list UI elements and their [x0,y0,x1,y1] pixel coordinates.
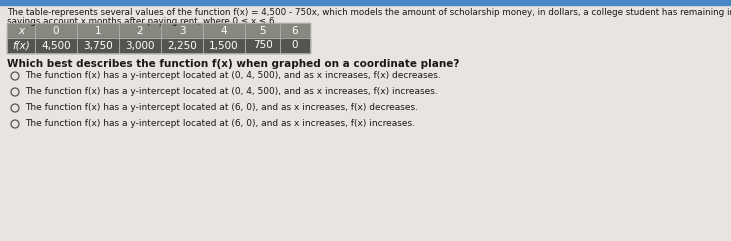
Text: 2: 2 [137,26,143,35]
Text: 4: 4 [221,26,227,35]
Text: savings account x months after paying rent, where 0 ≤ x ≤ 6.: savings account x months after paying re… [7,17,277,26]
Text: 3,000: 3,000 [125,40,155,51]
Text: The function f(x) has a y-intercept located at (6, 0), and as x increases, f(x) : The function f(x) has a y-intercept loca… [25,103,418,113]
Text: 4,500: 4,500 [41,40,71,51]
Bar [0,0,731,5]
Text: 1: 1 [95,26,102,35]
Text: The function f(x) has a y-intercept located at (0, 4, 500), and as x increases, : The function f(x) has a y-intercept loca… [25,87,438,96]
Bar [7,38,310,53]
Text: The table-represents several values of the function f(x) = 4,500 - 750x, which m: The table-represents several values of t… [7,8,731,17]
Text: 6: 6 [292,26,298,35]
Text: 0: 0 [53,26,59,35]
Text: 3: 3 [178,26,186,35]
Text: Which best describes the function f(x) when graphed on a coordinate plane?: Which best describes the function f(x) w… [7,59,459,69]
Text: 1,500: 1,500 [209,40,239,51]
Text: 3,750: 3,750 [83,40,113,51]
Text: The function f(x) has a y-intercept located at (6, 0), and as x increases, f(x) : The function f(x) has a y-intercept loca… [25,120,415,128]
Bar [7,23,310,53]
Text: 2,250: 2,250 [167,40,197,51]
Text: x: x [18,26,24,35]
Bar [7,23,310,38]
Text: 5: 5 [260,26,266,35]
Text: 0: 0 [292,40,298,51]
Text: f(x): f(x) [12,40,30,51]
Text: 750: 750 [253,40,273,51]
Text: The function f(x) has a y-intercept located at (0, 4, 500), and as x increases, : The function f(x) has a y-intercept loca… [25,72,441,80]
